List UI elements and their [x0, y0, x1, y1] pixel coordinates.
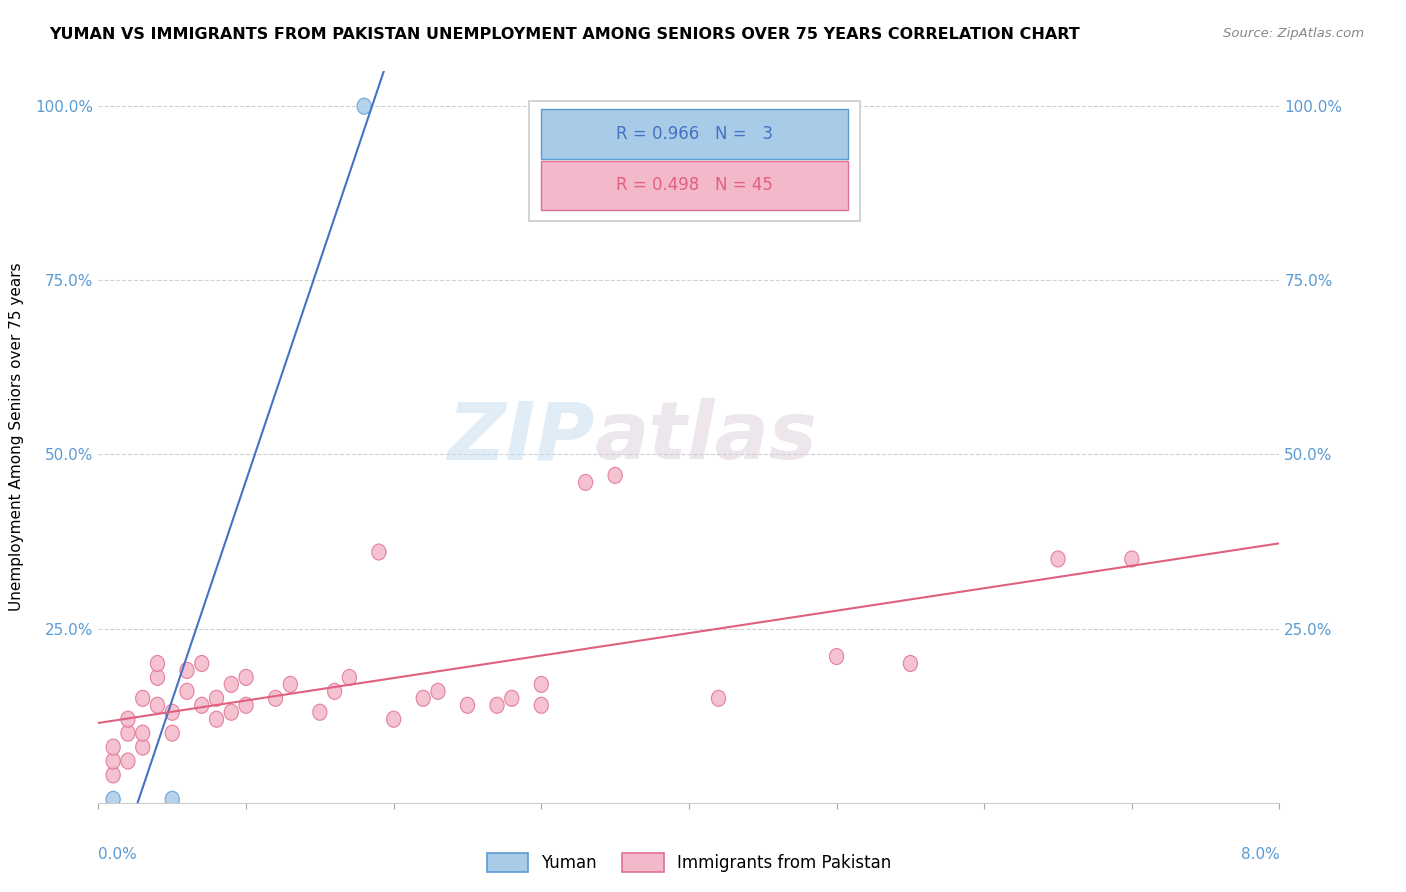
Ellipse shape [342, 669, 357, 685]
Ellipse shape [607, 467, 623, 483]
Ellipse shape [416, 690, 430, 706]
Ellipse shape [150, 669, 165, 685]
Text: atlas: atlas [595, 398, 817, 476]
Ellipse shape [1050, 551, 1066, 567]
Ellipse shape [269, 690, 283, 706]
Text: Source: ZipAtlas.com: Source: ZipAtlas.com [1223, 27, 1364, 40]
Legend: Yuman, Immigrants from Pakistan: Yuman, Immigrants from Pakistan [479, 846, 898, 879]
Text: R = 0.966   N =   3: R = 0.966 N = 3 [616, 125, 773, 144]
Ellipse shape [711, 690, 725, 706]
Text: ZIP: ZIP [447, 398, 595, 476]
Ellipse shape [121, 711, 135, 727]
Ellipse shape [239, 669, 253, 685]
Ellipse shape [209, 690, 224, 706]
Ellipse shape [105, 753, 121, 769]
Ellipse shape [194, 656, 209, 672]
Ellipse shape [430, 683, 446, 699]
Ellipse shape [460, 698, 475, 714]
Y-axis label: Unemployment Among Seniors over 75 years: Unemployment Among Seniors over 75 years [10, 263, 24, 611]
Ellipse shape [150, 656, 165, 672]
Ellipse shape [180, 663, 194, 679]
Ellipse shape [1125, 551, 1139, 567]
Ellipse shape [830, 648, 844, 665]
Ellipse shape [357, 98, 371, 114]
Ellipse shape [165, 704, 180, 720]
Ellipse shape [135, 739, 150, 756]
Ellipse shape [150, 698, 165, 714]
FancyBboxPatch shape [541, 161, 848, 211]
Text: R = 0.498   N = 45: R = 0.498 N = 45 [616, 177, 773, 194]
Ellipse shape [505, 690, 519, 706]
Ellipse shape [180, 683, 194, 699]
FancyBboxPatch shape [541, 110, 848, 159]
Text: 0.0%: 0.0% [98, 847, 138, 862]
Ellipse shape [328, 683, 342, 699]
Ellipse shape [165, 725, 180, 741]
Ellipse shape [224, 676, 239, 692]
Ellipse shape [121, 753, 135, 769]
Text: 8.0%: 8.0% [1240, 847, 1279, 862]
Ellipse shape [903, 656, 918, 672]
Ellipse shape [224, 704, 239, 720]
Ellipse shape [239, 698, 253, 714]
FancyBboxPatch shape [530, 101, 860, 221]
Ellipse shape [534, 698, 548, 714]
Ellipse shape [194, 698, 209, 714]
Ellipse shape [105, 767, 121, 783]
Text: YUMAN VS IMMIGRANTS FROM PAKISTAN UNEMPLOYMENT AMONG SENIORS OVER 75 YEARS CORRE: YUMAN VS IMMIGRANTS FROM PAKISTAN UNEMPL… [49, 27, 1080, 42]
Ellipse shape [283, 676, 298, 692]
Ellipse shape [387, 711, 401, 727]
Ellipse shape [121, 725, 135, 741]
Ellipse shape [209, 711, 224, 727]
Ellipse shape [165, 791, 180, 807]
Ellipse shape [371, 544, 387, 560]
Ellipse shape [135, 725, 150, 741]
Ellipse shape [312, 704, 328, 720]
Ellipse shape [105, 739, 121, 756]
Ellipse shape [105, 791, 121, 807]
Ellipse shape [578, 475, 593, 491]
Ellipse shape [534, 676, 548, 692]
Ellipse shape [135, 690, 150, 706]
Ellipse shape [489, 698, 505, 714]
